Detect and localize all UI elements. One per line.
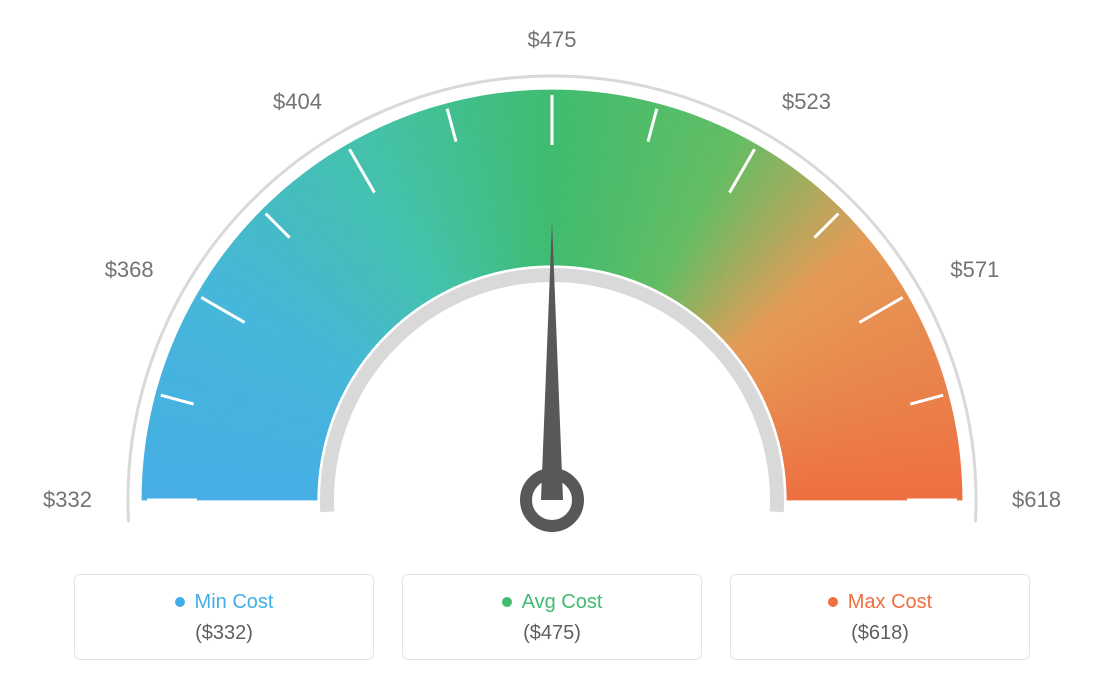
gauge-tick-label: $523 bbox=[782, 89, 831, 115]
dot-icon bbox=[828, 597, 838, 607]
gauge-tick-label: $571 bbox=[950, 257, 999, 283]
legend-max-value: ($618) bbox=[731, 622, 1029, 645]
gauge-tick-label: $332 bbox=[43, 487, 92, 513]
legend-min-value: ($332) bbox=[75, 622, 373, 645]
dot-icon bbox=[502, 597, 512, 607]
legend-card-max: Max Cost ($618) bbox=[730, 574, 1030, 660]
legend-avg-title: Avg Cost bbox=[502, 591, 603, 614]
legend-max-title: Max Cost bbox=[828, 591, 932, 614]
gauge-tick-label: $475 bbox=[528, 27, 577, 53]
legend-max-label: Max Cost bbox=[848, 591, 932, 614]
gauge-tick-label: $618 bbox=[1012, 487, 1061, 513]
dot-icon bbox=[175, 597, 185, 607]
gauge-tick-label: $368 bbox=[105, 257, 154, 283]
gauge-chart: $332 $368 $404 $475 $523 $571 $618 bbox=[0, 0, 1104, 560]
gauge-svg bbox=[0, 0, 1104, 560]
legend-card-avg: Avg Cost ($475) bbox=[402, 574, 702, 660]
legend-min-title: Min Cost bbox=[175, 591, 274, 614]
legend-min-label: Min Cost bbox=[195, 591, 274, 614]
legend-avg-value: ($475) bbox=[403, 622, 701, 645]
legend-card-min: Min Cost ($332) bbox=[74, 574, 374, 660]
legend-row: Min Cost ($332) Avg Cost ($475) Max Cost… bbox=[0, 574, 1104, 660]
gauge-tick-label: $404 bbox=[273, 89, 322, 115]
legend-avg-label: Avg Cost bbox=[522, 591, 603, 614]
